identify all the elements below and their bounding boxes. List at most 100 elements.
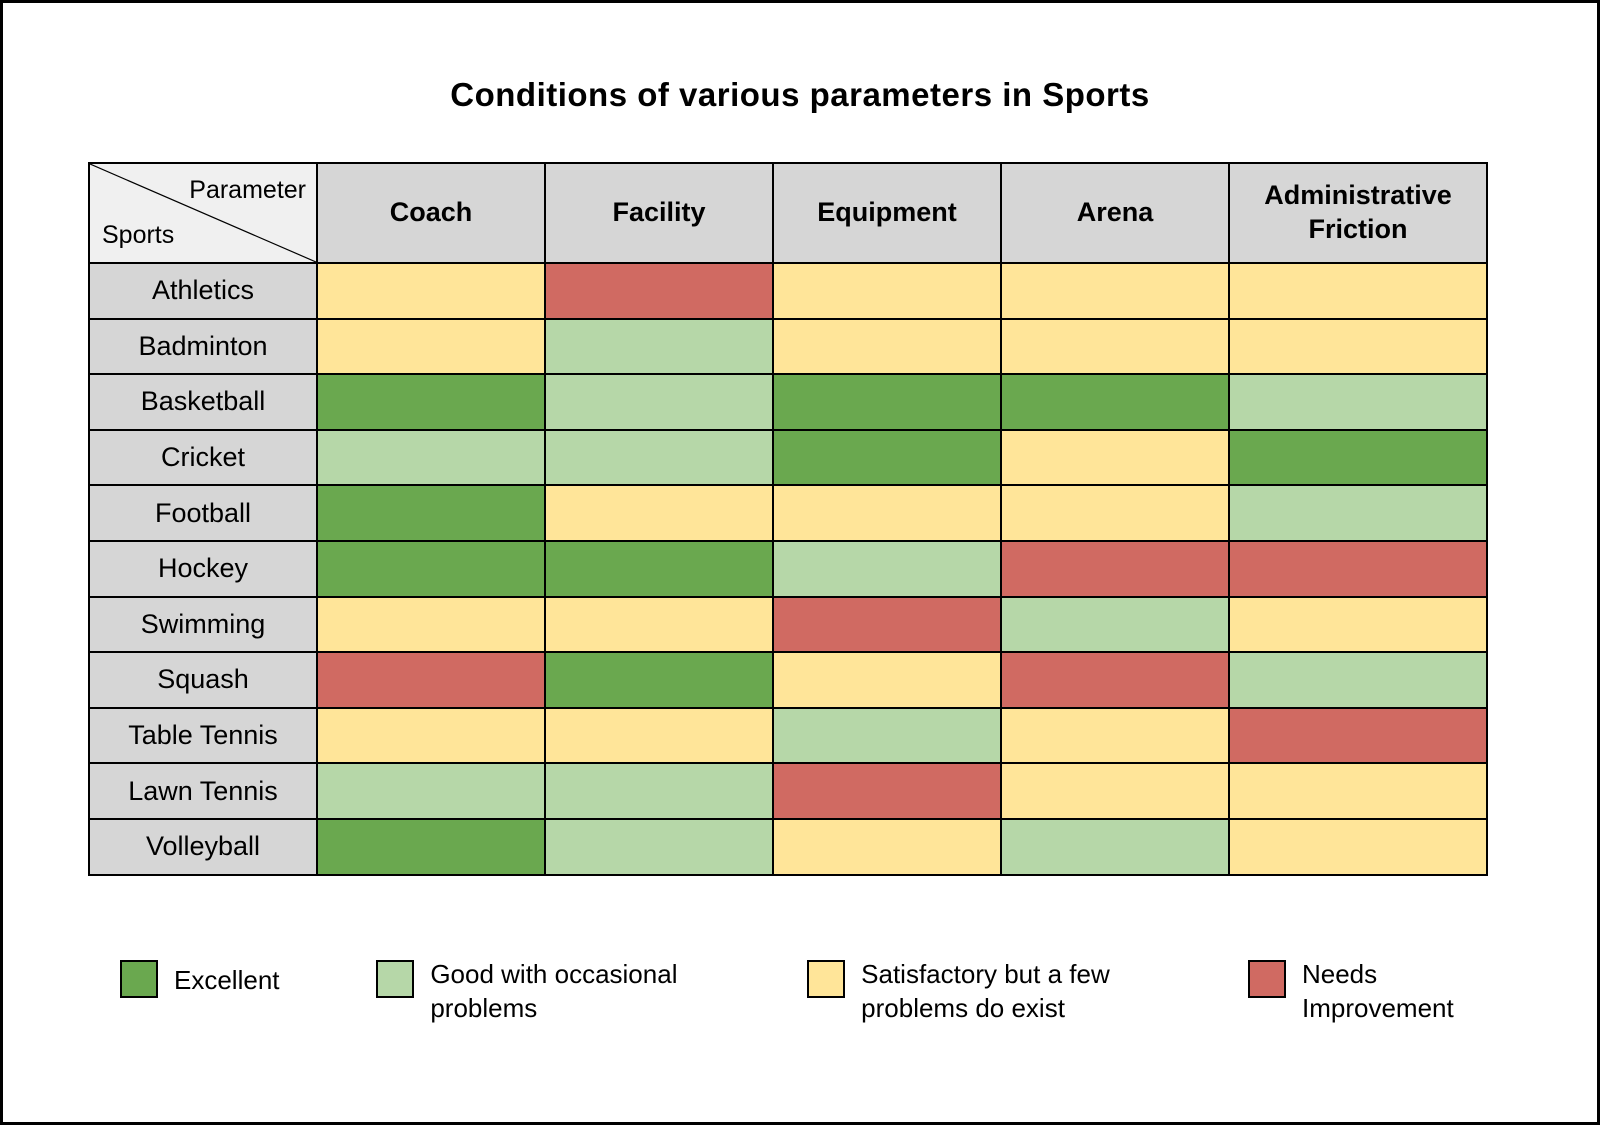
- legend-item-excellent: Excellent: [120, 958, 280, 998]
- cell-table-tennis-equipment: [772, 706, 1002, 765]
- table-row-volleyball: Volleyball: [88, 817, 1488, 876]
- cell-badminton-equipment: [772, 317, 1002, 376]
- legend-swatch-satisfactory: [807, 960, 846, 998]
- legend-swatch-excellent: [120, 960, 158, 998]
- corner-sports-label: Sports: [102, 221, 175, 249]
- row-header-athletics: Athletics: [88, 262, 318, 320]
- cell-athletics-administrative-friction: [1228, 262, 1488, 320]
- table-row-squash: Squash: [88, 651, 1488, 709]
- cell-cricket-equipment: [772, 428, 1002, 487]
- table-row-lawn-tennis: Lawn Tennis: [88, 762, 1488, 820]
- legend-label-needs-improvement: Needs Improvement: [1301, 959, 1454, 1023]
- cell-athletics-equipment: [772, 262, 1002, 320]
- cell-cricket-arena: [1000, 428, 1230, 487]
- legend-item-satisfactory: Satisfactory but a few problems do exist: [807, 958, 1151, 1026]
- cell-lawn-tennis-facility: [544, 762, 774, 820]
- legend-label-good: Good with occasional problems: [430, 959, 678, 1023]
- cell-volleyball-arena: [1000, 817, 1230, 876]
- column-header-coach: Coach: [316, 162, 546, 264]
- cell-volleyball-facility: [544, 817, 774, 876]
- table-row-swimming: Swimming: [88, 595, 1488, 654]
- cell-hockey-administrative-friction: [1228, 539, 1488, 598]
- cell-basketball-coach: [316, 373, 546, 431]
- row-header-badminton: Badminton: [88, 317, 318, 376]
- row-header-squash: Squash: [88, 651, 318, 709]
- cell-football-equipment: [772, 484, 1002, 542]
- row-header-swimming: Swimming: [88, 595, 318, 654]
- conditions-table: Parameter Sports Coach Facility Equipment A…: [88, 162, 1488, 876]
- legend-item-needs-improvement: Needs Improvement: [1247, 958, 1482, 1026]
- cell-volleyball-equipment: [772, 817, 1002, 876]
- corner-cell: Parameter Sports: [88, 162, 318, 264]
- cell-swimming-coach: [316, 595, 546, 654]
- row-header-hockey: Hockey: [88, 539, 318, 598]
- cell-basketball-administrative-friction: [1228, 373, 1488, 431]
- cell-squash-administrative-friction: [1228, 651, 1488, 709]
- cell-badminton-coach: [316, 317, 546, 376]
- corner-parameter-label: Parameter: [189, 176, 306, 204]
- cell-lawn-tennis-equipment: [772, 762, 1002, 820]
- cell-hockey-arena: [1000, 539, 1230, 598]
- table-row-football: Football: [88, 484, 1488, 542]
- column-header-facility: Facility: [544, 162, 774, 264]
- table-row-cricket: Cricket: [88, 428, 1488, 487]
- cell-lawn-tennis-coach: [316, 762, 546, 820]
- cell-football-arena: [1000, 484, 1230, 542]
- cell-swimming-facility: [544, 595, 774, 654]
- header-row: Parameter Sports Coach Facility Equipment A…: [88, 162, 1488, 264]
- cell-swimming-administrative-friction: [1228, 595, 1488, 654]
- table-row-badminton: Badminton: [88, 317, 1488, 376]
- cell-lawn-tennis-arena: [1000, 762, 1230, 820]
- table-row-hockey: Hockey: [88, 539, 1488, 598]
- cell-squash-coach: [316, 651, 546, 709]
- cell-cricket-coach: [316, 428, 546, 487]
- row-header-cricket: Cricket: [88, 428, 318, 487]
- column-header-equipment: Equipment: [772, 162, 1002, 264]
- cell-badminton-administrative-friction: [1228, 317, 1488, 376]
- column-header-arena: Arena: [1000, 162, 1230, 264]
- cell-lawn-tennis-administrative-friction: [1228, 762, 1488, 820]
- cell-swimming-equipment: [772, 595, 1002, 654]
- cell-volleyball-administrative-friction: [1228, 817, 1488, 876]
- table-row-basketball: Basketball: [88, 373, 1488, 431]
- cell-basketball-arena: [1000, 373, 1230, 431]
- cell-badminton-arena: [1000, 317, 1230, 376]
- cell-athletics-coach: [316, 262, 546, 320]
- table-row-table-tennis: Table Tennis: [88, 706, 1488, 765]
- cell-table-tennis-coach: [316, 706, 546, 765]
- row-header-football: Football: [88, 484, 318, 542]
- cell-athletics-arena: [1000, 262, 1230, 320]
- cell-hockey-coach: [316, 539, 546, 598]
- row-header-volleyball: Volleyball: [88, 817, 318, 876]
- column-header-administrative-friction: Administrative Friction: [1228, 162, 1488, 264]
- cell-table-tennis-facility: [544, 706, 774, 765]
- row-header-table-tennis: Table Tennis: [88, 706, 318, 765]
- cell-hockey-equipment: [772, 539, 1002, 598]
- cell-basketball-facility: [544, 373, 774, 431]
- legend-item-good: Good with occasional problems: [376, 958, 710, 1026]
- cell-basketball-equipment: [772, 373, 1002, 431]
- legend-swatch-needs-improvement: [1247, 960, 1286, 998]
- row-header-lawn-tennis: Lawn Tennis: [88, 762, 318, 820]
- cell-squash-arena: [1000, 651, 1230, 709]
- cell-swimming-arena: [1000, 595, 1230, 654]
- cell-squash-equipment: [772, 651, 1002, 709]
- cell-football-administrative-friction: [1228, 484, 1488, 542]
- cell-football-facility: [544, 484, 774, 542]
- cell-hockey-facility: [544, 539, 774, 598]
- legend-swatch-good: [376, 960, 415, 998]
- legend-label-satisfactory: Satisfactory but a few problems do exist: [861, 959, 1110, 1023]
- cell-volleyball-coach: [316, 817, 546, 876]
- cell-cricket-facility: [544, 428, 774, 487]
- chart-title: Conditions of various parameters in Spor…: [450, 76, 1150, 113]
- legend-label-excellent: Excellent: [174, 965, 280, 995]
- cell-football-coach: [316, 484, 546, 542]
- cell-athletics-facility: [544, 262, 774, 320]
- cell-table-tennis-arena: [1000, 706, 1230, 765]
- legend: Excellent Good with occasional problems Sa…: [120, 958, 1482, 1026]
- table-row-athletics: Athletics: [88, 262, 1488, 320]
- cell-cricket-administrative-friction: [1228, 428, 1488, 487]
- row-header-basketball: Basketball: [88, 373, 318, 431]
- cell-table-tennis-administrative-friction: [1228, 706, 1488, 765]
- cell-badminton-facility: [544, 317, 774, 376]
